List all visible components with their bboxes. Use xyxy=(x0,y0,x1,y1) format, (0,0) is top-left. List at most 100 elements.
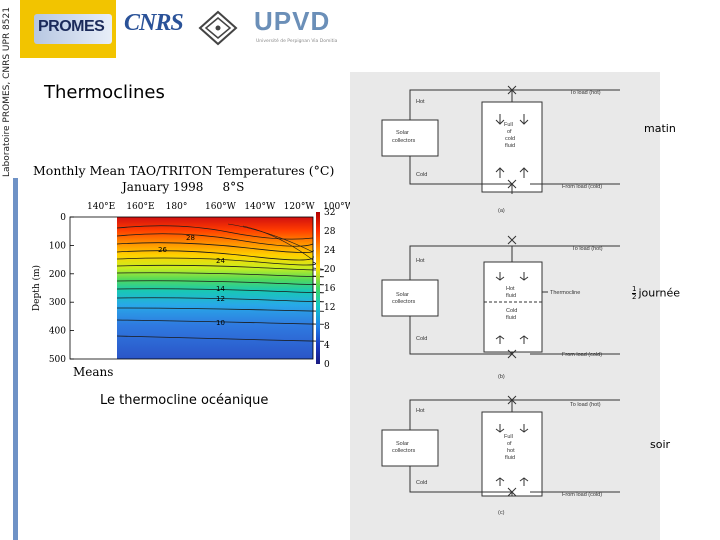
tank-top-label-2: fluid xyxy=(506,293,516,299)
tank-label-3: cold xyxy=(505,136,515,142)
diagram-tag: (c) xyxy=(498,510,505,516)
chart-caption: Le thermocline océanique xyxy=(100,393,269,408)
hot-label: Hot xyxy=(416,99,425,105)
upvd-logo: UPVD Université de Perpignan Via Domitia xyxy=(252,6,348,52)
x-tick-label: 140°W xyxy=(244,202,276,212)
storage-tank xyxy=(483,261,543,353)
hot-label: Hot xyxy=(416,408,425,414)
cold-label: Cold xyxy=(416,172,427,178)
tank-label-1: Full xyxy=(504,434,513,440)
from-load-label: From load (cold) xyxy=(562,184,602,190)
tank-label-1: Full xyxy=(504,122,513,128)
chart-title: Monthly Mean TAO/TRITON Temperatures (°C… xyxy=(33,163,334,178)
collectors-label-2: collectors xyxy=(392,448,415,454)
y-tick-label: 200 xyxy=(49,270,66,280)
colorbar-tick-label: 8 xyxy=(324,322,330,332)
to-load-label: To load (hot) xyxy=(572,246,603,252)
soir-label: soir xyxy=(650,438,671,451)
collectors-label-2: collectors xyxy=(392,138,415,144)
x-tick-label: 160°W xyxy=(205,202,237,212)
lab-vertical-label: Laboratoire PROMES, CNRS UPR 8521 xyxy=(0,4,14,179)
storage-tank xyxy=(481,101,543,193)
colorbar-tick-label: 20 xyxy=(324,265,336,275)
y-tick-label: 400 xyxy=(49,327,66,337)
lab-label-text: Laboratoire PROMES, CNRS UPR 8521 xyxy=(2,7,12,177)
isotherm-contours xyxy=(116,223,325,342)
fraction-denominator: 2 xyxy=(632,293,637,301)
colorbar-tick-label: 12 xyxy=(324,303,335,313)
hot-label: Hot xyxy=(416,258,425,264)
y-tick-label: 0 xyxy=(60,213,66,223)
contour-label: 28 xyxy=(186,234,195,242)
tank-label-2: of xyxy=(507,129,512,135)
tank-bottom-label-1: Cold xyxy=(506,308,517,314)
plot-frame xyxy=(69,216,314,360)
sidebar-accent-bar xyxy=(13,178,18,540)
promes-logo-text: PROMES xyxy=(38,18,105,35)
from-load-label: From load (cold) xyxy=(562,492,602,498)
contour-label: 10 xyxy=(216,319,225,327)
fraction-numerator: 1 xyxy=(632,285,637,294)
temperature-heatmap-chart: Monthly Mean TAO/TRITON Temperatures (°C… xyxy=(31,163,350,379)
page-title: Thermoclines xyxy=(44,82,165,103)
cnrs-logo-text: CNRS xyxy=(124,10,184,36)
storage-diagram-thermocline: Hot Cold Solar collectors To load (hot) … xyxy=(350,222,660,382)
means-label: Means xyxy=(73,365,113,379)
storage-diagram-full-hot: Hot Cold Solar collectors To load (hot) … xyxy=(350,380,660,540)
tank-label-2: of xyxy=(507,441,512,447)
colorbar-tick-label: 32 xyxy=(324,208,335,218)
x-tick-label: 100°W xyxy=(323,202,350,212)
x-tick-label: 120°W xyxy=(284,202,316,212)
tank-label-4: fluid xyxy=(505,455,515,461)
cnrs-logo: CNRS xyxy=(122,2,184,54)
cold-label: Cold xyxy=(416,480,427,486)
x-tick-label: 180° xyxy=(166,202,188,212)
colorbar-tick-label: 4 xyxy=(324,341,330,351)
collectors-label-1: Solar xyxy=(396,441,409,447)
diamond-logo-icon xyxy=(198,10,238,46)
solar-collectors-box xyxy=(381,119,439,157)
contour-label: 14 xyxy=(216,285,225,293)
thermocline-label: Thermocline xyxy=(550,290,580,296)
tank-bottom-label-2: fluid xyxy=(506,315,516,321)
means-blank-panel xyxy=(70,217,117,359)
x-tick-label: 140°E xyxy=(87,202,115,212)
colorbar-tick-label: 24 xyxy=(324,246,336,256)
solar-collectors-box xyxy=(381,279,439,317)
promes-logo-plate xyxy=(34,14,112,44)
x-tick-label: 160°E xyxy=(126,202,154,212)
contour-label: 12 xyxy=(216,295,225,303)
y-axis-label: Depth (m) xyxy=(31,265,42,311)
colorbar-tick-label: 16 xyxy=(324,284,336,294)
collectors-label-1: Solar xyxy=(396,292,409,298)
diagram-tag: (b) xyxy=(498,374,505,380)
tank-label-3: hot xyxy=(507,448,515,454)
storage-diagram-full-cold: Hot Cold Solar collectors To load (hot) … xyxy=(350,72,660,232)
from-load-label: From load (cold) xyxy=(562,352,602,358)
y-tick-label: 500 xyxy=(49,355,66,365)
contour-label: 24 xyxy=(216,257,225,265)
tank-top-label-1: Hot xyxy=(506,286,515,292)
tank-label-4: fluid xyxy=(505,143,515,149)
upvd-logo-text: UPVD xyxy=(254,6,331,36)
to-load-label: To load (hot) xyxy=(570,402,601,408)
chart-subtitle: January 1998 8°S xyxy=(120,180,244,194)
colorbar xyxy=(316,212,320,364)
temperature-field xyxy=(117,217,313,359)
contour-label: 26 xyxy=(158,246,167,254)
storage-tank xyxy=(481,411,543,497)
colorbar-tick-label: 0 xyxy=(324,360,330,370)
collectors-label-1: Solar xyxy=(396,130,409,136)
to-load-label: To load (hot) xyxy=(570,90,601,96)
cold-label: Cold xyxy=(416,336,427,342)
upvd-logo-subtitle: Université de Perpignan Via Domitia xyxy=(256,39,338,44)
y-tick-label: 100 xyxy=(49,241,66,251)
collectors-label-2: collectors xyxy=(392,299,415,305)
colorbar-tick-label: 28 xyxy=(324,227,336,237)
diagram-tag: (a) xyxy=(498,208,505,214)
matin-label: matin xyxy=(644,122,676,135)
y-tick-label: 300 xyxy=(49,298,66,308)
promes-logo: PROMES xyxy=(20,0,116,58)
journee-text: journée xyxy=(638,286,681,300)
half-day-label: 1 2 journée xyxy=(632,286,680,301)
